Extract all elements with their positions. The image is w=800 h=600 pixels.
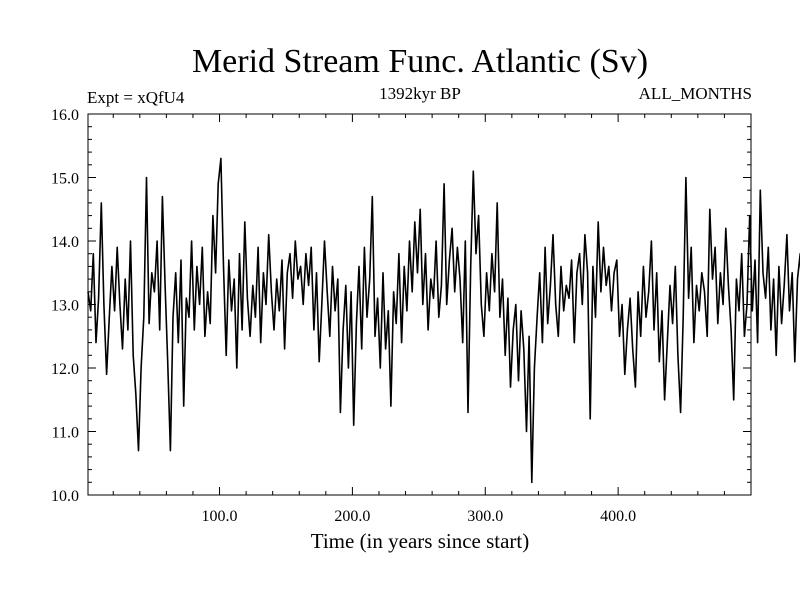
x-tick-label: 200.0 [334,508,370,525]
y-tick-label: 13.0 [51,298,79,315]
chart-title: Merid Stream Func. Atlantic (Sv) [192,43,648,80]
y-tick-label: 11.0 [52,425,79,442]
x-tick-label: 400.0 [600,508,636,525]
period-label: 1392kyr BP [379,84,461,103]
x-axis-label: Time (in years since start) [311,529,530,553]
x-tick-label: 100.0 [202,508,238,525]
experiment-label: Expt = xQfU4 [87,88,185,107]
months-label: ALL_MONTHS [639,84,752,103]
series-group [87,157,800,484]
y-tick-label: 15.0 [51,171,79,188]
y-tick-label: 12.0 [51,361,79,378]
y-tick-label: 14.0 [51,234,79,251]
y-tick-label: 16.0 [51,107,79,124]
series-line [87,157,800,484]
x-tick-label: 300.0 [467,508,503,525]
y-tick-label: 10.0 [51,488,79,505]
